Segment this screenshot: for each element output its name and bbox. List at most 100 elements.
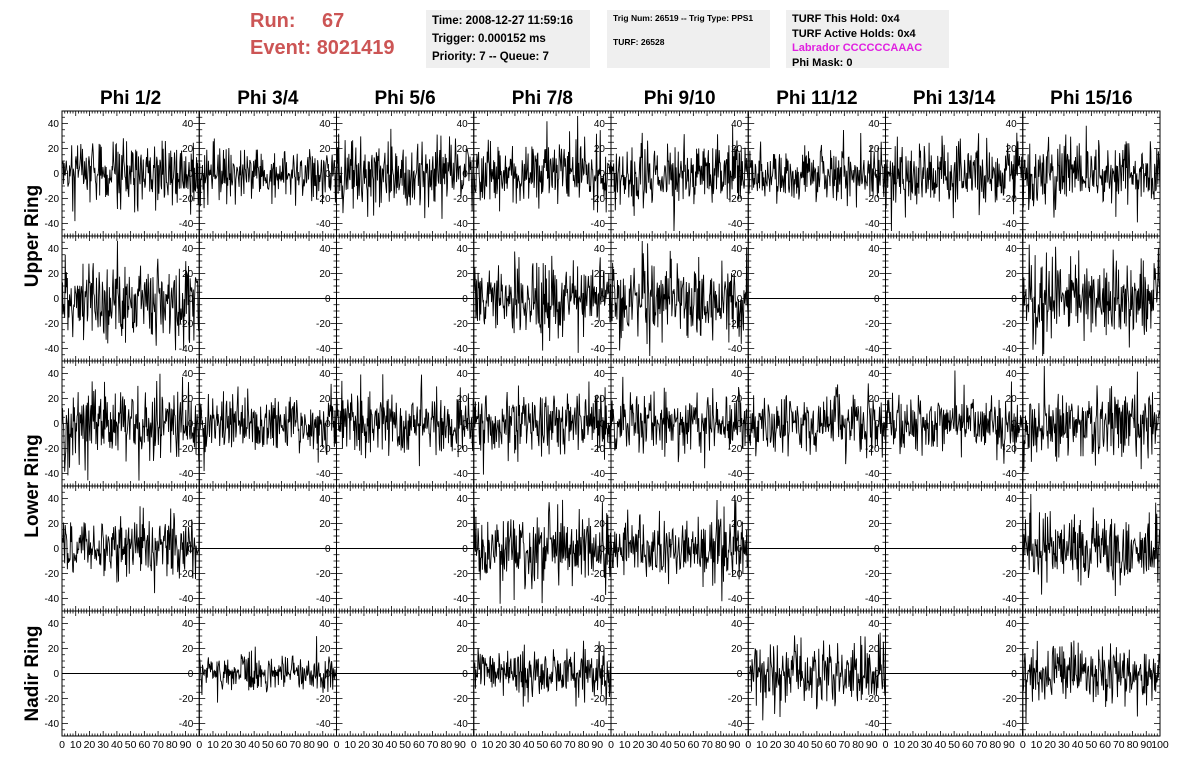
column-title-phi-5-6: Phi 5/6 (375, 88, 436, 109)
panel-ticks-r5-c5 (610, 610, 749, 737)
y-tick-label-r1-c4: 0 (462, 169, 468, 180)
y-tick-label-r1-c3: -40 (316, 219, 331, 230)
y-tick-label-r1-c7: -20 (865, 194, 880, 205)
y-tick-label-r2-c7: 20 (868, 269, 880, 280)
y-tick-label-r3-c8: 20 (1006, 394, 1018, 405)
x-tick-label-c8: 10 (1031, 739, 1043, 751)
row-label-upper-ring: Upper Ring (22, 185, 43, 287)
y-tick-label-r5-c5: -40 (591, 719, 606, 730)
x-tick-label-c3: 50 (399, 739, 411, 751)
y-tick-label-r4-c7: -40 (865, 594, 880, 605)
waveform-trace-r1-c5 (610, 125, 749, 232)
waveform-trace-r4-c8 (1022, 494, 1161, 597)
y-tick-label-r3-c3: -20 (316, 444, 331, 455)
y-tick-label-r2-c3: 40 (319, 244, 331, 255)
event-value: 8021419 (316, 37, 395, 59)
column-title-phi-11-12: Phi 11/12 (776, 88, 857, 109)
x-tick-label-c4: 40 (523, 739, 535, 751)
x-tick-label-c4: 10 (482, 739, 494, 751)
y-tick-label-r5-c1: -40 (45, 719, 60, 730)
y-tick-label-r2-c3: -20 (316, 319, 331, 330)
x-tick-label-c2: 60 (276, 739, 288, 751)
waveform-trace-r4-c1 (61, 506, 200, 594)
y-tick-label-r4-c5: 0 (599, 544, 605, 555)
time-text: Time: 2008-12-27 11:59:16 (432, 15, 574, 27)
y-tick-label-r4-c2: 40 (182, 494, 194, 505)
waveform-trace-r1-c2 (198, 138, 337, 209)
x-tick-label-c5: 0 (608, 739, 614, 751)
waveform-trace-r1-c4 (473, 115, 612, 213)
y-tick-label-r2-c6: 0 (737, 294, 743, 305)
turf-info-box: TURF This Hold: 0x4 TURF Active Holds: 0… (786, 10, 949, 69)
y-tick-label-r3-c1: -40 (45, 469, 60, 480)
y-tick-label-r2-c8: 40 (1006, 244, 1018, 255)
y-tick-label-r4-c3: 40 (319, 494, 331, 505)
x-tick-label-c6: 0 (745, 739, 751, 751)
waveform-trace-r2-c8 (1022, 244, 1161, 357)
y-tick-label-r3-c3: 0 (325, 419, 331, 430)
y-tick-label-r1-c8: 20 (1006, 144, 1018, 155)
y-tick-label-r4-c8: 0 (1011, 544, 1017, 555)
x-tick-label-c8: 60 (1099, 739, 1111, 751)
x-tick-label-c2: 20 (221, 739, 233, 751)
y-tick-label-r5-c2: 40 (182, 619, 194, 630)
y-tick-label-r2-c5: -40 (591, 344, 606, 355)
y-tick-label-r3-c5: 40 (594, 369, 606, 380)
x-tick-label-c2: 30 (235, 739, 247, 751)
y-tick-label-r4-c6: -20 (728, 569, 743, 580)
y-tick-label-r1-c4: 20 (457, 144, 469, 155)
x-tick-label-c4: 60 (550, 739, 562, 751)
y-tick-label-r2-c1: -40 (45, 344, 60, 355)
y-tick-label-r2-c4: 0 (462, 294, 468, 305)
x-tick-label-c7: 20 (907, 739, 919, 751)
y-tick-label-r4-c3: 20 (319, 519, 331, 530)
y-tick-label-r2-c4: -40 (453, 344, 468, 355)
y-tick-label-r5-c8: 40 (1006, 619, 1018, 630)
y-tick-label-r2-c5: -20 (591, 319, 606, 330)
y-tick-label-r4-c6: 0 (737, 544, 743, 555)
y-tick-label-r4-c5: 20 (594, 519, 606, 530)
y-tick-label-r1-c1: 20 (48, 144, 60, 155)
panel-ticks-r3-c6 (747, 360, 886, 487)
y-tick-label-r5-c3: -20 (316, 694, 331, 705)
x-tick-label-c7: 40 (935, 739, 947, 751)
y-tick-label-r1-c6: -20 (728, 194, 743, 205)
y-tick-label-r5-c3: 0 (325, 669, 331, 680)
y-tick-label-r1-c7: 20 (868, 144, 880, 155)
x-tick-label-c7: 90 (1003, 739, 1015, 751)
column-title-phi-15-16: Phi 15/16 (1050, 88, 1132, 109)
x-tick-label-c7: 50 (948, 739, 960, 751)
x-tick-label-c8: 70 (1113, 739, 1125, 751)
y-tick-label-r3-c3: -40 (316, 469, 331, 480)
x-tick-label-c2: 50 (262, 739, 274, 751)
y-tick-label-r5-c3: 40 (319, 619, 331, 630)
x-tick-label-c1: 30 (97, 739, 109, 751)
waveform-trace-r5-c4 (473, 640, 612, 707)
y-tick-label-r3-c3: 40 (319, 369, 331, 380)
y-tick-label-r3-c7: 40 (868, 369, 880, 380)
y-tick-label-r2-c2: 40 (182, 244, 194, 255)
x-tick-label-c4: 30 (509, 739, 521, 751)
x-tick-label-c2: 40 (248, 739, 260, 751)
y-tick-label-r4-c3: -20 (316, 569, 331, 580)
waveform-trace-r3-c6 (747, 374, 886, 465)
x-tick-label-c4: 50 (537, 739, 549, 751)
x-tick-label-c5: 70 (701, 739, 713, 751)
y-tick-label-r1-c5: 40 (594, 119, 606, 130)
y-tick-label-r1-c5: 0 (599, 169, 605, 180)
y-tick-label-r3-c6: -40 (728, 469, 743, 480)
y-tick-label-r4-c2: -40 (179, 594, 194, 605)
y-tick-label-r5-c2: 20 (182, 644, 194, 655)
y-tick-label-r3-c5: -40 (591, 469, 606, 480)
waveform-trace-r3-c7 (885, 370, 1024, 464)
y-tick-label-r2-c8: -40 (1002, 344, 1017, 355)
column-title-phi-7-8: Phi 7/8 (512, 88, 573, 109)
waveform-trace-r3-c1 (61, 373, 200, 481)
y-tick-label-r5-c5: 20 (594, 644, 606, 655)
panel-ticks-r5-c1 (61, 610, 200, 737)
panel-ticks-r5-c7 (885, 610, 1024, 737)
y-tick-label-r1-c2: -20 (179, 194, 194, 205)
y-tick-label-r2-c7: 40 (868, 244, 880, 255)
x-tick-label-c3: 20 (358, 739, 370, 751)
